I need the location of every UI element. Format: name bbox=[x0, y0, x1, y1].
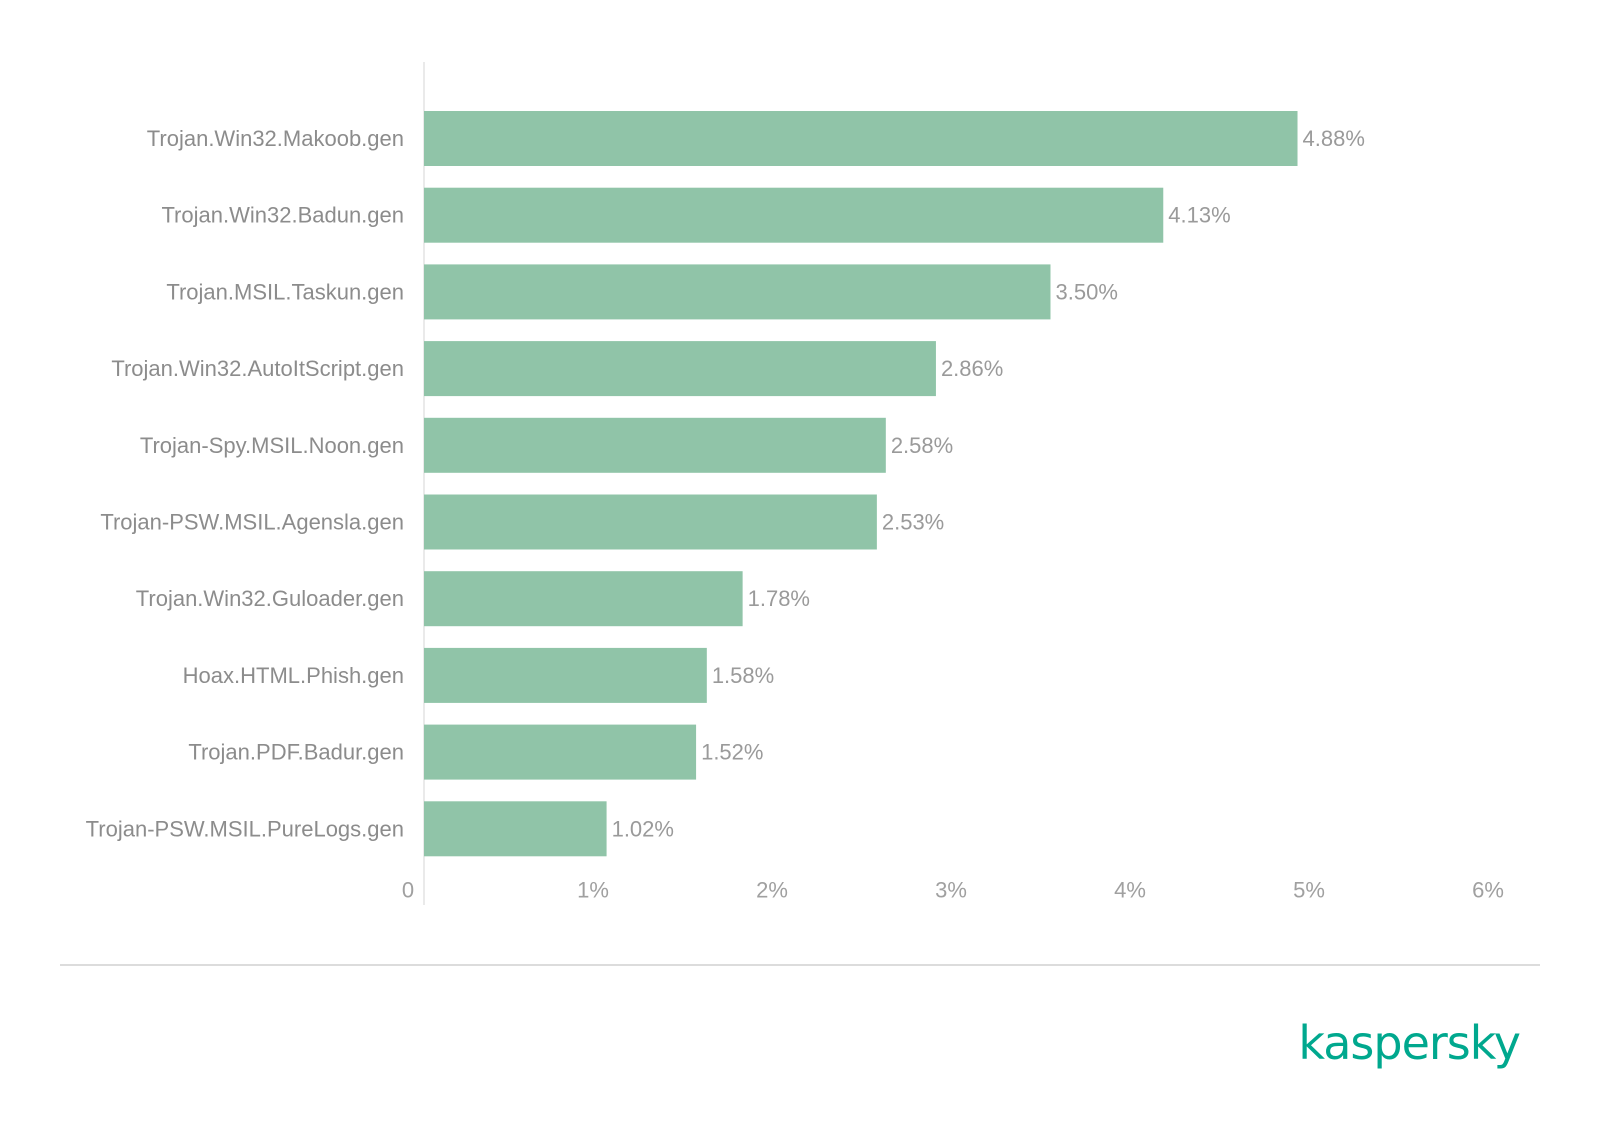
x-tick-label: 5% bbox=[1293, 878, 1325, 903]
value-label: 3.50% bbox=[1056, 279, 1118, 304]
value-label: 4.13% bbox=[1168, 203, 1230, 228]
category-label: Hoax.HTML.Phish.gen bbox=[183, 663, 404, 688]
bar bbox=[424, 264, 1051, 320]
value-label: 1.52% bbox=[701, 740, 763, 765]
category-label: Trojan-Spy.MSIL.Noon.gen bbox=[140, 433, 404, 458]
category-label: Trojan.MSIL.Taskun.gen bbox=[166, 279, 404, 304]
value-label: 4.88% bbox=[1303, 126, 1365, 151]
category-label: Trojan-PSW.MSIL.Agensla.gen bbox=[100, 510, 404, 535]
x-tick-label: 3% bbox=[935, 878, 967, 903]
value-label: 1.02% bbox=[612, 816, 674, 841]
bar bbox=[424, 647, 707, 703]
x-tick-label: 2% bbox=[756, 878, 788, 903]
footer-divider bbox=[60, 964, 1540, 966]
value-label: 1.78% bbox=[748, 586, 810, 611]
bar bbox=[424, 341, 936, 397]
value-label: 2.53% bbox=[882, 510, 944, 535]
x-tick-label: 1% bbox=[577, 878, 609, 903]
kaspersky-logo: kaspersky bbox=[1298, 1016, 1521, 1070]
category-label: Trojan.Win32.Makoob.gen bbox=[147, 126, 404, 151]
category-label: Trojan.Win32.Badun.gen bbox=[161, 203, 404, 228]
value-label: 2.58% bbox=[891, 433, 953, 458]
bar bbox=[424, 724, 697, 780]
x-tick-label: 0 bbox=[402, 878, 414, 903]
bar bbox=[424, 801, 607, 857]
value-label: 2.86% bbox=[941, 356, 1003, 381]
bar bbox=[424, 187, 1164, 243]
category-label: Trojan.Win32.AutoItScript.gen bbox=[111, 356, 404, 381]
bar bbox=[424, 494, 877, 550]
bar-chart: Trojan.Win32.Makoob.gen 4.88% Trojan.Win32… bbox=[86, 62, 1504, 905]
bar bbox=[424, 571, 743, 627]
category-label: Trojan-PSW.MSIL.PureLogs.gen bbox=[86, 816, 404, 841]
x-tick-label: 4% bbox=[1114, 878, 1146, 903]
category-label: Trojan.Win32.Guloader.gen bbox=[136, 586, 404, 611]
x-tick-label: 6% bbox=[1472, 878, 1504, 903]
category-label: Trojan.PDF.Badur.gen bbox=[188, 740, 404, 765]
bar bbox=[424, 417, 886, 473]
bar bbox=[424, 111, 1298, 166]
value-label: 1.58% bbox=[712, 663, 774, 688]
